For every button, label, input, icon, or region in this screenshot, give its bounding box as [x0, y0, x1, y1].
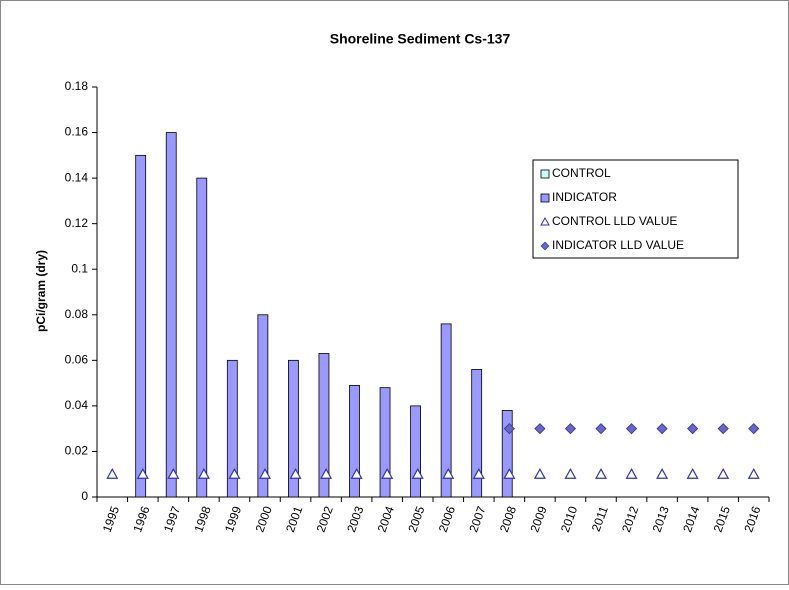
y-axis-label: pCi/gram (dry) — [34, 250, 48, 332]
legend-label: CONTROL LLD VALUE — [552, 214, 677, 228]
triangle-marker — [167, 467, 180, 479]
bar — [226, 359, 238, 498]
legend-swatch — [540, 241, 550, 251]
bar — [135, 154, 147, 498]
triangle-marker — [564, 467, 577, 479]
legend-box — [532, 159, 739, 259]
triangle-marker — [228, 467, 241, 479]
triangle-marker — [106, 467, 119, 479]
diamond-marker — [748, 423, 760, 435]
diamond-marker — [687, 423, 699, 435]
legend-swatch — [540, 216, 550, 226]
legend-label: CONTROL — [552, 166, 611, 180]
y-tick-label: 0.18 — [65, 79, 89, 93]
legend-swatch — [540, 193, 550, 203]
triangle-marker — [411, 467, 424, 479]
bar — [288, 359, 299, 498]
y-tick-label: 0.1 — [71, 261, 88, 275]
bar — [379, 387, 391, 498]
diamond-marker — [656, 423, 668, 435]
triangle-marker — [381, 467, 394, 479]
diamond-marker — [534, 423, 546, 435]
y-tick-label: 0 — [81, 489, 88, 503]
triangle-marker — [350, 467, 363, 479]
triangle-marker — [747, 467, 760, 479]
triangle-marker — [320, 467, 333, 479]
chart-title: Shoreline Sediment Cs-137 — [330, 31, 511, 47]
y-tick-label: 0.16 — [65, 125, 89, 139]
diamond-marker — [503, 423, 515, 435]
triangle-marker — [258, 467, 272, 479]
triangle-marker — [625, 467, 638, 479]
y-tick-label: 0.14 — [65, 170, 89, 184]
bar — [196, 177, 208, 498]
y-tick-label: 0.12 — [65, 216, 89, 230]
triangle-marker — [503, 467, 516, 479]
y-tick-label: 0.02 — [65, 444, 89, 458]
diamond-marker — [717, 423, 729, 435]
bar — [440, 323, 452, 498]
bar — [501, 410, 513, 498]
triangle-marker — [533, 467, 546, 479]
bar — [410, 405, 421, 498]
bar — [349, 384, 360, 498]
legend-label: INDICATOR LLD VALUE — [552, 238, 684, 252]
triangle-marker — [656, 467, 669, 479]
diamond-marker — [595, 423, 607, 435]
legend-label: INDICATOR — [552, 190, 617, 204]
triangle-marker — [717, 467, 730, 479]
triangle-marker — [686, 467, 699, 479]
triangle-marker — [594, 467, 608, 479]
legend-swatch — [540, 169, 550, 179]
bar — [471, 369, 483, 498]
bar — [318, 353, 330, 498]
triangle-marker — [472, 467, 485, 479]
diamond-marker — [564, 423, 577, 435]
y-tick-label: 0.08 — [65, 307, 89, 321]
bar — [257, 314, 269, 498]
y-tick-label: 0.06 — [65, 353, 89, 367]
triangle-marker — [289, 467, 302, 479]
triangle-marker — [197, 467, 210, 479]
triangle-marker — [442, 467, 455, 479]
diamond-marker — [625, 423, 638, 435]
triangle-marker — [136, 467, 149, 479]
bar — [165, 132, 177, 498]
y-tick-label: 0.04 — [65, 398, 89, 412]
